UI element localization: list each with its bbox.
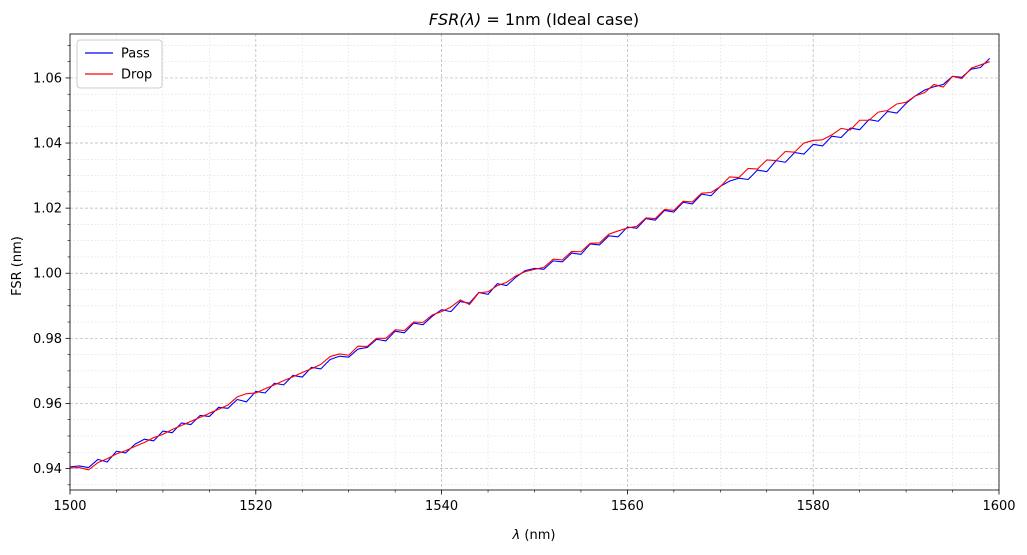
chart-title-rest: = 1nm (Ideal case) (481, 10, 639, 29)
legend-drop-label: Drop (121, 68, 152, 83)
x-axis-label-rest: (nm) (520, 528, 555, 543)
y-tick-label: 0.94 (33, 462, 62, 477)
x-tick-label: 1560 (611, 499, 644, 514)
y-tick-label: 1.06 (33, 71, 62, 86)
legend: Pass Drop (76, 39, 163, 89)
chart-title-math: FSR(λ) (429, 10, 481, 29)
y-axis-label: FSR (nm) (10, 236, 25, 296)
x-tick-label: 1600 (982, 499, 1015, 514)
series-layer (69, 58, 991, 471)
x-tick-label: 1500 (53, 499, 86, 514)
chart-title: FSR(λ) = 1nm (Ideal case) (429, 10, 639, 29)
y-tick-label: 1.02 (33, 202, 62, 217)
x-axis-label: λ (nm) (512, 528, 556, 543)
legend-frame (76, 39, 163, 89)
series-line-drop (69, 61, 990, 471)
x-tick-label: 1540 (425, 499, 458, 514)
y-axis-ticks: 0.94 0.96 0.98 1.00 1.02 1.04 1.06 (33, 45, 70, 486)
minor-grid (70, 34, 999, 490)
x-axis-ticks: 1500 1520 1540 1560 1580 1600 (53, 490, 1016, 514)
legend-pass-label: Pass (121, 47, 150, 62)
y-tick-label: 1.00 (33, 267, 62, 282)
x-axis-label-math: λ (512, 528, 521, 543)
y-tick-label: 1.04 (33, 137, 62, 152)
y-tick-label: 0.98 (33, 332, 62, 347)
series-line-pass (69, 58, 991, 469)
x-tick-label: 1580 (797, 499, 830, 514)
y-tick-label: 0.96 (33, 397, 62, 412)
x-tick-label: 1520 (239, 499, 272, 514)
